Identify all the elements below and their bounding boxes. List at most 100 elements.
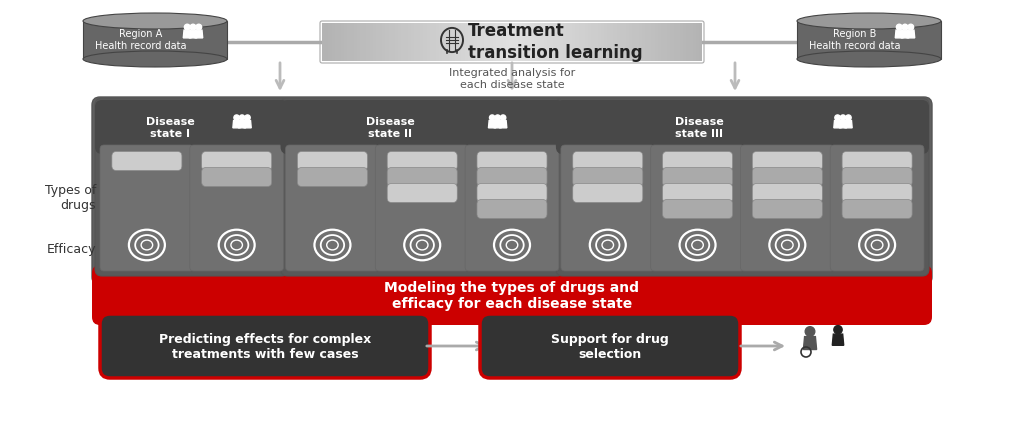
Bar bbox=[436, 24, 439, 62]
Polygon shape bbox=[834, 121, 842, 129]
Bar bbox=[423, 24, 427, 62]
Polygon shape bbox=[83, 22, 227, 60]
Ellipse shape bbox=[797, 52, 941, 68]
Bar bbox=[579, 24, 583, 62]
Bar bbox=[626, 24, 630, 62]
Bar bbox=[350, 24, 354, 62]
Text: Disease
state III: Disease state III bbox=[675, 117, 724, 138]
FancyBboxPatch shape bbox=[830, 146, 924, 271]
FancyBboxPatch shape bbox=[387, 168, 458, 187]
Bar bbox=[382, 24, 386, 62]
Bar bbox=[367, 24, 370, 62]
Bar bbox=[500, 24, 503, 62]
Bar bbox=[335, 24, 338, 62]
Polygon shape bbox=[494, 121, 502, 129]
Circle shape bbox=[834, 326, 842, 334]
Bar bbox=[582, 24, 586, 62]
Ellipse shape bbox=[83, 52, 227, 68]
Bar bbox=[379, 24, 383, 62]
FancyBboxPatch shape bbox=[281, 101, 564, 155]
Bar bbox=[356, 24, 360, 62]
FancyBboxPatch shape bbox=[572, 152, 643, 171]
Circle shape bbox=[835, 116, 841, 121]
Bar bbox=[680, 24, 683, 62]
Bar bbox=[695, 24, 699, 62]
Bar bbox=[623, 24, 627, 62]
Bar bbox=[497, 24, 500, 62]
FancyBboxPatch shape bbox=[842, 152, 912, 171]
Polygon shape bbox=[907, 31, 914, 39]
Bar bbox=[338, 24, 341, 62]
Bar bbox=[651, 24, 655, 62]
Bar bbox=[468, 24, 471, 62]
FancyBboxPatch shape bbox=[92, 98, 932, 286]
Polygon shape bbox=[244, 121, 251, 129]
Text: Region B
Health record data: Region B Health record data bbox=[809, 29, 901, 51]
FancyBboxPatch shape bbox=[650, 146, 744, 271]
Polygon shape bbox=[195, 31, 203, 39]
Circle shape bbox=[184, 25, 190, 31]
Bar bbox=[439, 24, 442, 62]
Bar bbox=[395, 24, 398, 62]
Bar bbox=[445, 24, 450, 62]
FancyBboxPatch shape bbox=[556, 101, 929, 155]
Bar bbox=[449, 24, 453, 62]
Text: Predicting effects for complex
treatments with few cases: Predicting effects for complex treatment… bbox=[159, 332, 371, 360]
Bar bbox=[489, 24, 494, 62]
Circle shape bbox=[495, 116, 501, 121]
Bar bbox=[535, 24, 538, 62]
Text: Types of
drugs: Types of drugs bbox=[45, 184, 96, 212]
Bar bbox=[594, 24, 598, 62]
FancyBboxPatch shape bbox=[740, 146, 835, 271]
Bar bbox=[408, 24, 412, 62]
Bar bbox=[629, 24, 633, 62]
Bar bbox=[442, 24, 446, 62]
Bar bbox=[458, 24, 462, 62]
Bar bbox=[556, 24, 560, 62]
Bar bbox=[370, 24, 373, 62]
FancyBboxPatch shape bbox=[477, 200, 547, 219]
FancyBboxPatch shape bbox=[202, 152, 271, 171]
FancyBboxPatch shape bbox=[281, 99, 564, 276]
Bar bbox=[503, 24, 506, 62]
FancyBboxPatch shape bbox=[477, 168, 547, 187]
Bar bbox=[686, 24, 690, 62]
Bar bbox=[430, 24, 433, 62]
Polygon shape bbox=[183, 31, 191, 39]
Bar bbox=[347, 24, 351, 62]
FancyBboxPatch shape bbox=[202, 168, 271, 187]
Bar bbox=[660, 24, 665, 62]
FancyBboxPatch shape bbox=[286, 146, 379, 271]
FancyBboxPatch shape bbox=[189, 146, 284, 271]
Bar bbox=[493, 24, 497, 62]
Bar bbox=[524, 24, 528, 62]
Polygon shape bbox=[804, 337, 816, 350]
Circle shape bbox=[489, 116, 495, 121]
Bar bbox=[674, 24, 677, 62]
FancyBboxPatch shape bbox=[663, 152, 732, 171]
Bar bbox=[326, 24, 329, 62]
Bar bbox=[683, 24, 687, 62]
FancyBboxPatch shape bbox=[753, 152, 822, 171]
Bar bbox=[420, 24, 424, 62]
FancyBboxPatch shape bbox=[480, 314, 740, 378]
Bar bbox=[404, 24, 408, 62]
Bar bbox=[477, 24, 481, 62]
FancyBboxPatch shape bbox=[753, 200, 822, 219]
FancyBboxPatch shape bbox=[556, 99, 929, 276]
Circle shape bbox=[240, 116, 245, 121]
Bar bbox=[360, 24, 364, 62]
Circle shape bbox=[245, 116, 250, 121]
Bar bbox=[398, 24, 401, 62]
FancyBboxPatch shape bbox=[92, 265, 932, 325]
Text: Disease
state I: Disease state I bbox=[145, 117, 195, 138]
Bar bbox=[465, 24, 468, 62]
Bar bbox=[597, 24, 601, 62]
Circle shape bbox=[196, 25, 202, 31]
Bar bbox=[591, 24, 595, 62]
Bar bbox=[427, 24, 430, 62]
Bar bbox=[531, 24, 535, 62]
Bar bbox=[572, 24, 575, 62]
Bar bbox=[471, 24, 474, 62]
Bar bbox=[373, 24, 377, 62]
